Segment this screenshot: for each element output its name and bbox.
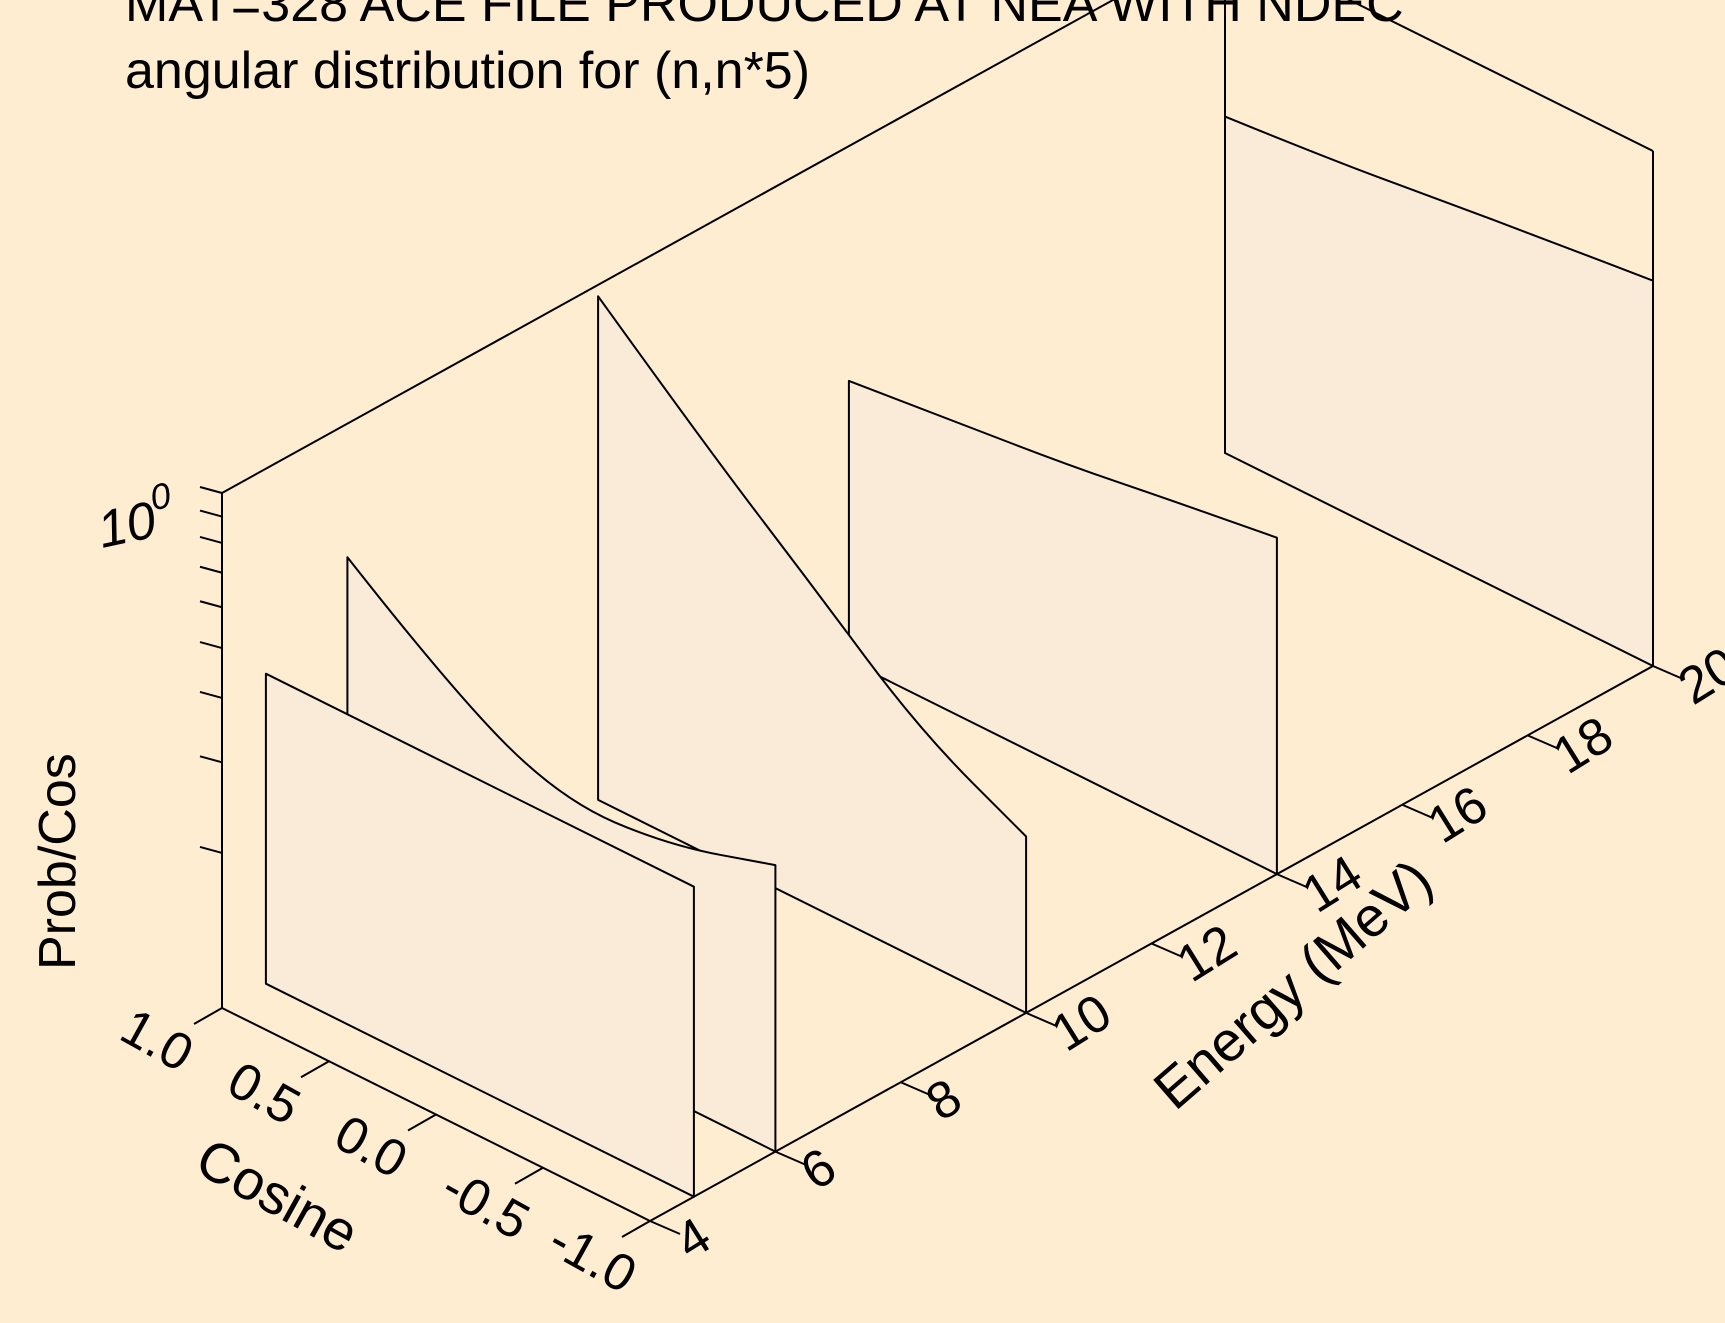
- z-axis-tick: [199, 641, 223, 649]
- chart-title: MAT=328 ACE FILE PRODUCED AT NEA WITH ND…: [125, 0, 1404, 33]
- energy-tick: [900, 1081, 932, 1097]
- energy-tick: [1401, 803, 1433, 819]
- cosine-tick-label: 0.5: [218, 1051, 309, 1137]
- cosine-tick: [193, 1007, 223, 1025]
- z-axis-tick: [199, 565, 223, 574]
- chart-subtitle: angular distribution for (n,n*5): [125, 42, 811, 100]
- cosine-tick: [300, 1060, 330, 1079]
- z-axis-label: Prob/Cos: [29, 753, 87, 970]
- surface-slice-4-7: [264, 672, 695, 1198]
- z-axis-tick: [199, 755, 223, 764]
- energy-tick: [649, 1220, 681, 1235]
- energy-axis-label: Energy (MeV): [1142, 847, 1444, 1121]
- energy-tick: [1151, 942, 1182, 958]
- energy-tick-label: 18: [1543, 706, 1623, 786]
- energy-tick-label: 4: [666, 1207, 721, 1272]
- surface-slice-20: [1224, 115, 1654, 667]
- z-axis-tick: [199, 509, 223, 518]
- energy-tick: [1025, 1011, 1057, 1027]
- z-axis-tick: [199, 535, 223, 544]
- z-axis-tick: [199, 690, 223, 699]
- cosine-tick-label: 1.0: [111, 998, 202, 1084]
- cosine-tick-label: 0.0: [325, 1104, 416, 1190]
- cosine-tick-label: -0.5: [432, 1158, 538, 1252]
- energy-tick-label: 12: [1167, 914, 1247, 994]
- surface-slice-10: [597, 295, 1028, 1014]
- z-axis-tick: [199, 846, 223, 854]
- energy-tick: [1527, 734, 1559, 750]
- z-tick-label: 100: [90, 474, 181, 560]
- energy-tick: [1652, 665, 1684, 680]
- energy-tick-label: 20: [1669, 636, 1725, 716]
- z-axis-tick: [199, 486, 223, 494]
- box-top-edge: [221, 0, 1116, 494]
- energy-tick: [1276, 873, 1308, 889]
- z-axis-tick: [199, 600, 223, 609]
- cosine-tick: [514, 1166, 544, 1185]
- cosine-tick: [407, 1113, 437, 1132]
- box-top-back-edge: [1347, 0, 1654, 152]
- energy-tick-label: 8: [916, 1068, 971, 1133]
- energy-tick-label: 6: [791, 1137, 846, 1202]
- cosine-tick-label: -1.0: [539, 1211, 645, 1305]
- energy-tick: [774, 1150, 806, 1166]
- cosine-tick: [621, 1220, 651, 1238]
- energy-tick-label: 10: [1042, 983, 1122, 1063]
- energy-tick-label: 16: [1418, 775, 1498, 855]
- surface-slice-14: [847, 379, 1278, 876]
